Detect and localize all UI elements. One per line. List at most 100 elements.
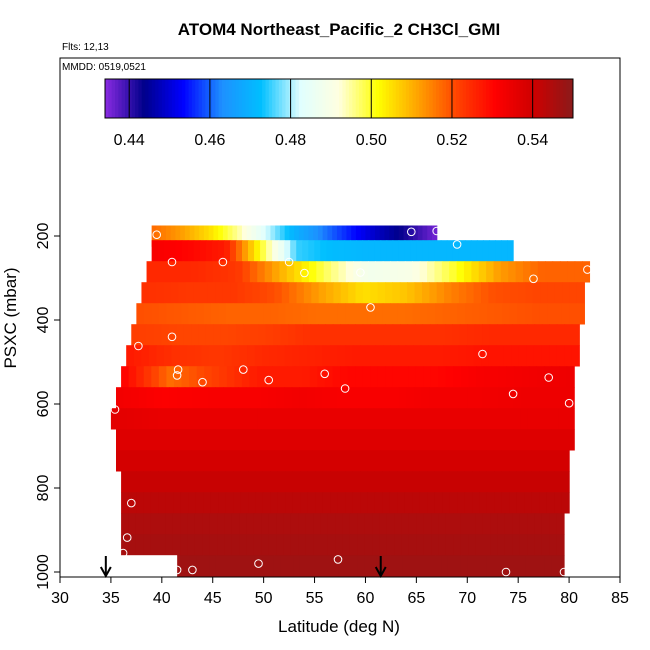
heatmap-cell [345, 429, 354, 451]
colorbar-segment [245, 79, 250, 118]
heatmap-cell [241, 225, 248, 247]
heatmap-cell [527, 513, 536, 535]
heatmap-cell [161, 387, 171, 409]
heatmap-cell [466, 345, 475, 367]
heatmap-cell [204, 366, 213, 388]
heatmap-cell [389, 471, 398, 493]
heatmap-cell [490, 534, 499, 556]
heatmap-cell [380, 450, 389, 472]
heatmap-cell [367, 345, 376, 367]
heatmap-cell [355, 282, 364, 304]
heatmap-cell [452, 429, 461, 451]
colorbar-segment [489, 79, 494, 118]
heatmap-cell [490, 387, 499, 409]
heatmap-cell [170, 225, 176, 247]
heatmap-cell [317, 324, 327, 346]
heatmap-cell [338, 261, 347, 283]
heatmap-cell [500, 261, 509, 283]
heatmap-cell [286, 555, 294, 577]
heatmap-cell [237, 225, 243, 247]
heatmap-cell [345, 303, 354, 325]
heatmap-cell [395, 450, 404, 472]
heatmap-cell [153, 324, 162, 346]
heatmap-cell [316, 261, 325, 283]
x-tick-label: 70 [458, 590, 476, 607]
heatmap-cell [490, 429, 499, 451]
heatmap-cell [521, 366, 530, 388]
heatmap-cell [398, 225, 405, 247]
heatmap-cell [255, 471, 264, 493]
heatmap-cell [534, 513, 543, 535]
heatmap-cell [493, 450, 502, 472]
heatmap-cell [252, 282, 261, 304]
colorbar-segment [305, 79, 310, 118]
heatmap-cell [362, 240, 370, 262]
heatmap-cell [502, 303, 511, 325]
x-tick-label: 55 [306, 590, 324, 607]
heatmap-cell [501, 492, 510, 514]
heatmap-cell [156, 282, 165, 304]
y-tick-label: 400 [35, 307, 52, 334]
colorbar-segment [429, 79, 434, 118]
heatmap-cell [398, 240, 406, 262]
colorbar-segment [539, 79, 544, 118]
colorbar-segment [472, 79, 477, 118]
heatmap-cell [238, 387, 247, 409]
sample-point [452, 240, 462, 249]
heatmap-cell [436, 429, 445, 451]
heatmap-cell [337, 492, 346, 514]
heatmap-cell [372, 513, 381, 535]
heatmap-cell [505, 387, 514, 409]
heatmap-cell [335, 513, 344, 535]
heatmap-cell [427, 225, 433, 247]
heatmap-cell [199, 240, 207, 262]
colorbar-segment [175, 79, 180, 118]
heatmap-cell [216, 345, 225, 367]
heatmap-cell [314, 345, 324, 367]
heatmap-cell [213, 324, 222, 346]
heatmap-cell [444, 429, 453, 451]
heatmap-cell [494, 471, 503, 493]
heatmap-cell [214, 450, 223, 472]
heatmap-cell [416, 534, 425, 556]
heatmap-cell [352, 492, 361, 514]
heatmap-cell [156, 225, 162, 247]
heatmap-cell [264, 366, 273, 388]
heatmap-cell [350, 240, 358, 262]
heatmap-cell [194, 534, 203, 556]
heatmap-cell [228, 555, 236, 577]
heatmap-cell [525, 282, 534, 304]
heatmap-cell [364, 513, 373, 535]
heatmap-cell [460, 555, 468, 577]
heatmap-cell [312, 555, 320, 577]
sample-point [167, 257, 177, 267]
heatmap-cell [150, 471, 160, 493]
heatmap-cell [372, 534, 381, 556]
heatmap-cell [226, 366, 235, 388]
heatmap-cell [404, 492, 413, 514]
heatmap-cell [547, 282, 556, 304]
colorbar-segment [165, 79, 170, 118]
heatmap-cell [534, 534, 543, 556]
heatmap-cell [288, 408, 297, 430]
heatmap-cell [388, 408, 398, 430]
heatmap-cell [230, 282, 239, 304]
heatmap-cell [368, 261, 376, 283]
heatmap-cell [518, 345, 528, 367]
sample-point [407, 227, 416, 237]
heatmap-cell [215, 429, 224, 451]
heatmap-cell [382, 261, 391, 283]
heatmap-cell [482, 387, 491, 409]
sample-point [127, 498, 136, 508]
heatmap-cell [282, 450, 291, 472]
colorbar-segment [225, 79, 230, 118]
heatmap-cell [135, 513, 144, 535]
heatmap-cell [420, 345, 429, 367]
heatmap-cell [299, 345, 309, 367]
heatmap-cell [459, 324, 468, 346]
heatmap-cell [501, 450, 510, 472]
heatmap-cell [554, 303, 563, 325]
heatmap-cell [403, 225, 409, 247]
heatmap-cell [143, 492, 152, 514]
heatmap-cell [418, 450, 427, 472]
